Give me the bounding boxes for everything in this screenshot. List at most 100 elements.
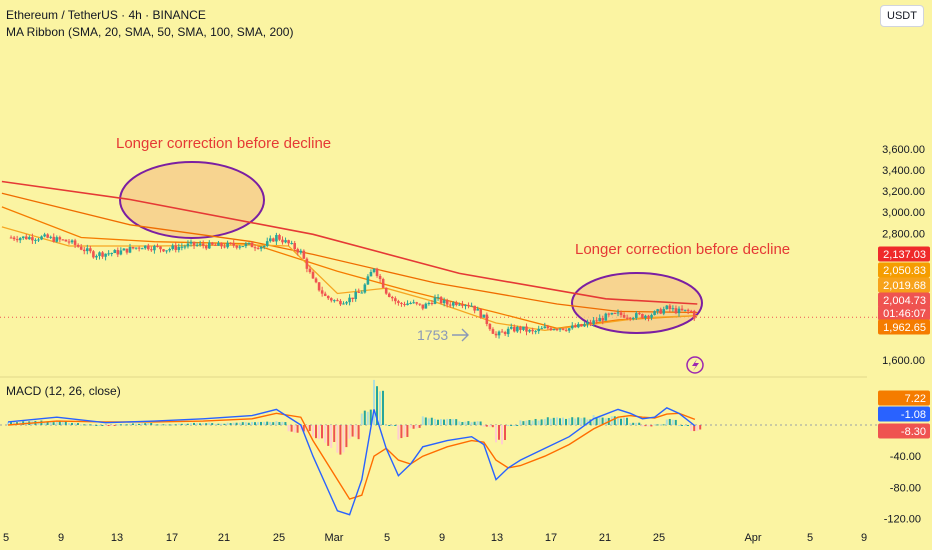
- candle-body[interactable]: [500, 331, 504, 333]
- candle-body[interactable]: [467, 305, 470, 307]
- macd-legend[interactable]: MACD (12, 26, close): [6, 384, 121, 398]
- candle-body[interactable]: [686, 309, 690, 311]
- candle-body[interactable]: [552, 329, 556, 331]
- candle-body[interactable]: [574, 325, 577, 328]
- candle-body[interactable]: [452, 302, 455, 306]
- candle-body[interactable]: [555, 329, 559, 331]
- macd-value-label[interactable]: -1.08: [878, 406, 930, 422]
- candle-body[interactable]: [131, 247, 135, 249]
- candle-body[interactable]: [394, 298, 397, 302]
- candle-body[interactable]: [488, 323, 492, 330]
- candle-body[interactable]: [671, 308, 675, 310]
- left-correction-ellipse[interactable]: [119, 161, 265, 239]
- candle-body[interactable]: [592, 320, 595, 324]
- candle-body[interactable]: [241, 246, 245, 248]
- candle-body[interactable]: [134, 247, 138, 249]
- candle-body[interactable]: [692, 310, 696, 319]
- candle-body[interactable]: [64, 239, 68, 242]
- candle-body[interactable]: [622, 315, 626, 318]
- candle-body[interactable]: [125, 248, 129, 253]
- candle-body[interactable]: [610, 312, 614, 315]
- candle-body[interactable]: [104, 253, 107, 257]
- candle-body[interactable]: [25, 236, 28, 240]
- candle-body[interactable]: [147, 245, 150, 250]
- candle-body[interactable]: [110, 253, 113, 255]
- candle-body[interactable]: [214, 244, 217, 246]
- candle-body[interactable]: [384, 287, 388, 294]
- candle-body[interactable]: [232, 243, 235, 246]
- candle-body[interactable]: [470, 305, 473, 307]
- candle-body[interactable]: [333, 300, 336, 302]
- candle-body[interactable]: [86, 248, 89, 252]
- candle-body[interactable]: [223, 246, 226, 248]
- candle-body[interactable]: [381, 279, 385, 288]
- candle-body[interactable]: [275, 235, 278, 242]
- candle-body[interactable]: [247, 242, 251, 244]
- candle-body[interactable]: [320, 290, 324, 294]
- price-label[interactable]: 2,137.03: [878, 246, 930, 262]
- candle-body[interactable]: [256, 247, 260, 249]
- candle-body[interactable]: [351, 297, 354, 300]
- candle-body[interactable]: [116, 250, 120, 255]
- price-label[interactable]: 2,050.83: [878, 262, 930, 278]
- price-label[interactable]: 2,004.73: [878, 292, 930, 308]
- price-label[interactable]: 1,962.65: [878, 319, 930, 335]
- candle-body[interactable]: [625, 317, 629, 319]
- candle-body[interactable]: [415, 302, 418, 304]
- candle-body[interactable]: [683, 309, 687, 311]
- candle-body[interactable]: [79, 246, 83, 250]
- candle-body[interactable]: [49, 236, 52, 238]
- candle-body[interactable]: [226, 242, 229, 248]
- candle-body[interactable]: [180, 246, 184, 248]
- candle-body[interactable]: [561, 328, 565, 330]
- candle-body[interactable]: [186, 243, 190, 247]
- candle-body[interactable]: [189, 241, 193, 244]
- candle-body[interactable]: [650, 314, 653, 318]
- candle-body[interactable]: [647, 315, 650, 318]
- candle-body[interactable]: [668, 305, 672, 309]
- candle-body[interactable]: [40, 236, 43, 240]
- candle-body[interactable]: [369, 271, 373, 277]
- candle-body[interactable]: [357, 291, 361, 293]
- candle-body[interactable]: [140, 248, 144, 250]
- candle-body[interactable]: [482, 314, 486, 318]
- candle-body[interactable]: [37, 239, 40, 241]
- candle-body[interactable]: [601, 318, 605, 321]
- candle-body[interactable]: [31, 237, 34, 241]
- candle-body[interactable]: [412, 302, 415, 304]
- candle-body[interactable]: [244, 243, 248, 247]
- candle-body[interactable]: [348, 297, 351, 303]
- candle-body[interactable]: [549, 328, 553, 331]
- candle-body[interactable]: [296, 249, 300, 253]
- candle-body[interactable]: [464, 305, 467, 307]
- candle-body[interactable]: [430, 302, 434, 304]
- candle-body[interactable]: [82, 249, 86, 252]
- candle-body[interactable]: [580, 324, 583, 327]
- candle-body[interactable]: [479, 309, 483, 318]
- candle-body[interactable]: [631, 318, 635, 320]
- candle-body[interactable]: [156, 246, 159, 248]
- candle-body[interactable]: [656, 309, 659, 312]
- candle-body[interactable]: [583, 324, 586, 327]
- candle-body[interactable]: [546, 326, 550, 329]
- candle-body[interactable]: [458, 304, 461, 306]
- candle-body[interactable]: [18, 238, 22, 241]
- candle-body[interactable]: [680, 308, 684, 311]
- candle-body[interactable]: [220, 242, 223, 247]
- candle-body[interactable]: [372, 268, 376, 272]
- candle-body[interactable]: [513, 326, 516, 332]
- candle-body[interactable]: [165, 250, 168, 252]
- candle-body[interactable]: [506, 328, 510, 335]
- candle-body[interactable]: [46, 234, 49, 238]
- price-label[interactable]: 2,019.68: [878, 277, 930, 293]
- candle-body[interactable]: [659, 309, 662, 314]
- candle-body[interactable]: [272, 238, 275, 242]
- macd-value-label[interactable]: 7.22: [878, 390, 930, 406]
- candle-body[interactable]: [95, 255, 98, 258]
- candle-body[interactable]: [67, 241, 71, 243]
- candle-body[interactable]: [159, 246, 162, 250]
- candle-body[interactable]: [604, 313, 608, 321]
- candle-body[interactable]: [52, 236, 56, 242]
- candle-body[interactable]: [305, 258, 309, 269]
